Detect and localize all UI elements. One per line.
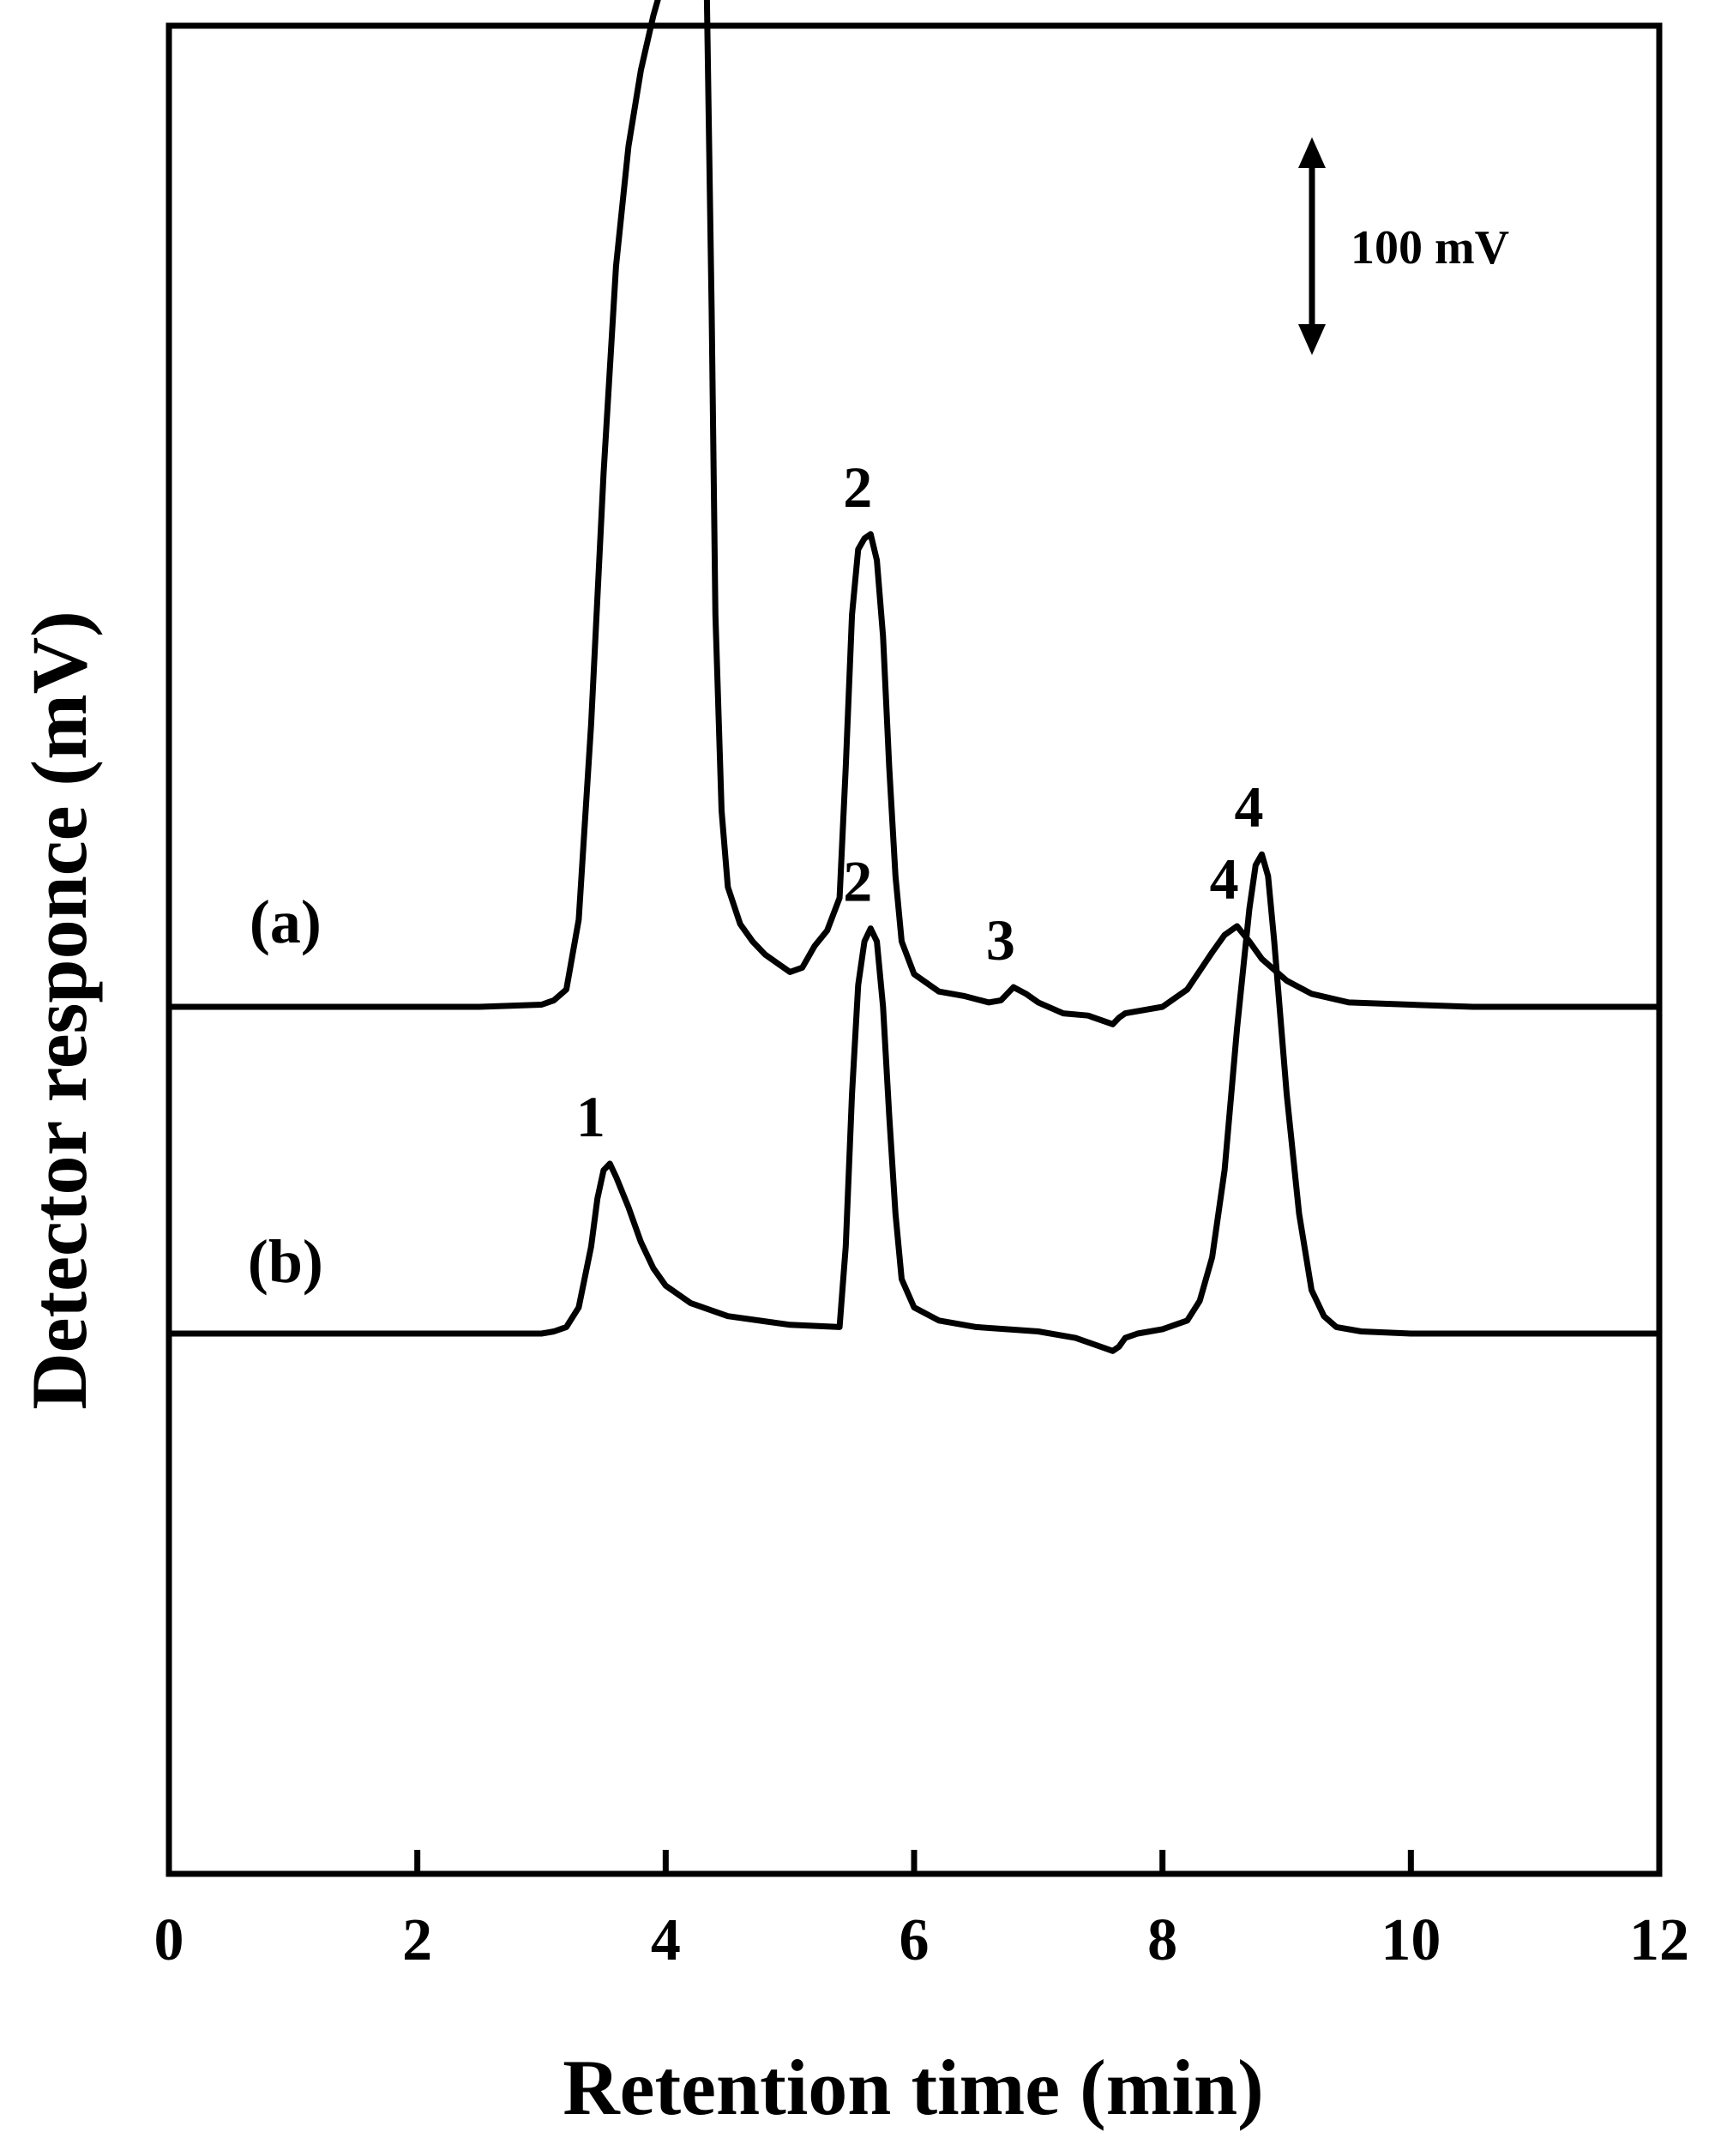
x-tick-label: 0 [154,1907,184,1973]
y-axis-title: Detector responce (mV) [15,611,103,1410]
x-tick-label: 10 [1381,1907,1441,1973]
scale-bar-arrow-down [1298,324,1326,355]
x-axis-title: Retention time (min) [563,2044,1264,2131]
x-tick-label: 6 [900,1907,930,1973]
trace-line [165,0,1663,1027]
scale-bar-label: 100 mV [1351,221,1509,274]
peak-label: 4 [1235,774,1264,840]
peak-label: 2 [843,455,872,520]
scale-bar: 100 mV [1298,137,1509,355]
trace-name-label: (a) [250,888,322,956]
peak-label: 4 [1210,846,1239,912]
x-tick-label: 2 [402,1907,432,1973]
trace-name-label: (b) [248,1227,323,1296]
scale-bar-arrow-up [1298,137,1326,168]
x-tick-label: 8 [1147,1907,1177,1973]
peak-label: 2 [843,849,872,914]
trace-line [165,851,1663,1354]
plot-border [165,22,1663,1877]
plot-frame [165,22,1663,1877]
trace-labels: (a) (b) [248,888,323,1296]
traces [165,0,1663,1354]
peak-label: 3 [986,907,1015,973]
x-axis: 0 2 4 6 8 10 12 [154,1850,1689,1973]
peak-labels: 1234124 [576,455,1264,1149]
peak-label: 1 [576,1084,605,1149]
x-tick-label: 12 [1629,1907,1689,1973]
x-tick-label: 4 [651,1907,681,1973]
